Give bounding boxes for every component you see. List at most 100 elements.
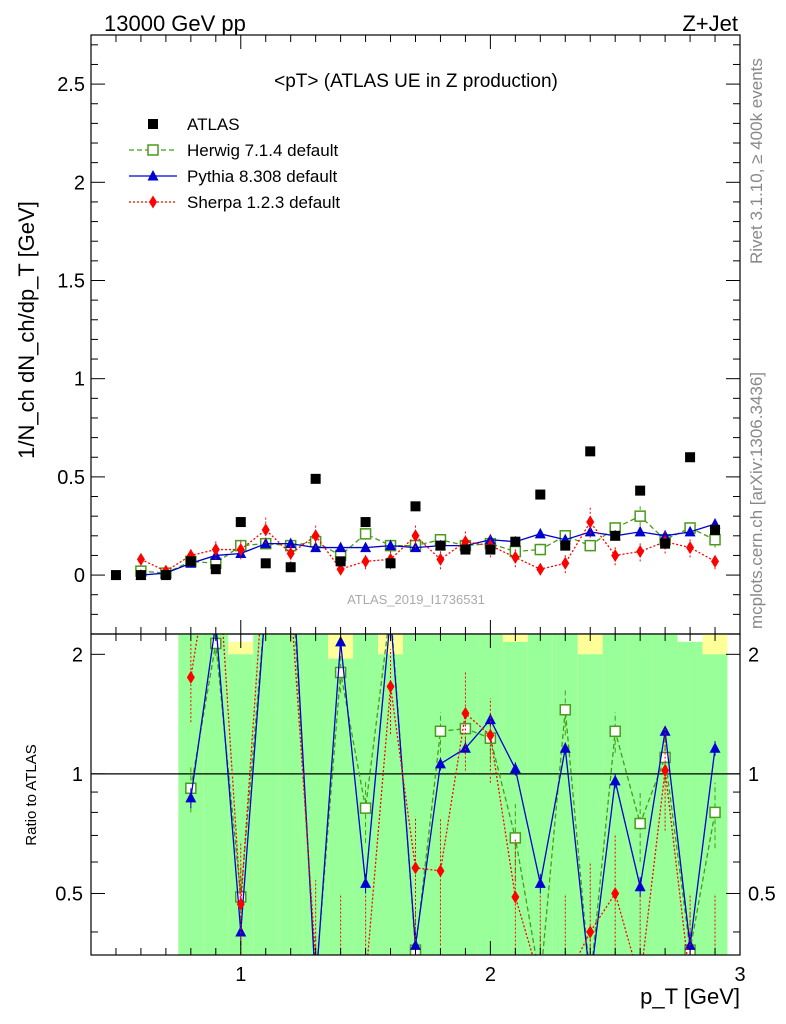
legend-label-atlas: ATLAS — [187, 115, 240, 134]
ratio-pythia-point — [609, 774, 621, 786]
ratio-herwig-point — [434, 725, 447, 738]
atlas-point — [685, 452, 696, 463]
ratio-sherpa-point — [436, 864, 445, 878]
ratio-sherpa-point — [362, 975, 370, 988]
x-tick-label: 3 — [734, 964, 745, 986]
ratio-series-pythia — [185, 610, 721, 992]
ratio-herwig-line — [190, 634, 716, 955]
ratio-pythia-point — [410, 939, 421, 950]
sherpa-point — [411, 529, 420, 543]
atlas-point — [210, 564, 221, 575]
legend-item-sherpa: Sherpa 1.2.3 default — [129, 193, 340, 212]
uncertainty-band-green — [328, 658, 354, 955]
legend-label-pythia: Pythia 8.308 default — [187, 167, 338, 186]
ratio-pythia-point — [509, 762, 521, 774]
main-y-tick-label: 0.5 — [57, 467, 85, 489]
ratio-y-tick-label-left: 0.5 — [55, 883, 83, 905]
main-panel: 0 0.5 1 1.5 2 2.5 — [57, 35, 740, 635]
sherpa-point — [361, 554, 370, 568]
legend-item-herwig: Herwig 7.1.4 default — [129, 141, 338, 160]
ratio-herwig-point — [609, 725, 621, 738]
uncertainty-band-green — [203, 634, 229, 955]
analysis-watermark: ATLAS_2019_I1736531 — [347, 592, 485, 607]
ratio-pythia-point — [210, 617, 221, 628]
ratio-sherpa-point — [586, 925, 595, 939]
sherpa-point — [311, 529, 320, 543]
ratio-pythia-point — [709, 742, 721, 753]
ratio-sherpa-point — [561, 975, 569, 988]
atlas-point — [385, 558, 396, 569]
mcplots-source-label: mcplots.cern.ch [arXiv:1306.3436] — [747, 372, 766, 629]
ratio-herwig-point — [509, 832, 522, 844]
main-y-tick-label: 2.5 — [57, 74, 85, 96]
uncertainty-band-green — [477, 634, 503, 955]
atlas-point — [435, 540, 446, 551]
header-left-label: 13000 GeV pp — [104, 11, 246, 36]
ratio-pythia-point — [459, 742, 471, 753]
sherpa-point — [136, 552, 145, 566]
ratio-sherpa-point — [212, 516, 220, 529]
ratio-sherpa-point — [611, 886, 620, 900]
uncertainty-band-green — [303, 634, 329, 955]
ratio-sherpa-line — [190, 634, 688, 955]
atlas-point — [660, 538, 671, 549]
legend-item-pythia: Pythia 8.308 default — [129, 167, 338, 186]
ratio-pythia-point — [235, 925, 247, 937]
atlas-point — [485, 544, 496, 555]
sherpa-point — [511, 550, 520, 564]
sherpa-point — [561, 556, 570, 570]
main-y-tick-label: 1 — [74, 369, 85, 391]
ratio-pythia-point — [360, 877, 372, 888]
pythia-point — [335, 541, 347, 553]
sherpa-point — [211, 543, 220, 557]
ratio-pythia-point — [534, 877, 546, 888]
atlas-point — [310, 473, 321, 484]
ratio-herwig-point — [559, 704, 572, 716]
main-y-axis-label: 1/N_ch dN_ch/dp_T [GeV] — [14, 201, 39, 459]
herwig-point — [709, 533, 721, 546]
sherpa-point — [711, 554, 720, 568]
main-y-tick-label: 0 — [74, 565, 85, 587]
herwig-point — [634, 510, 646, 522]
atlas-point — [460, 544, 471, 555]
x-tick-label: 2 — [485, 964, 496, 986]
ratio-pythia-point — [310, 981, 321, 992]
uncertainty-band-green — [452, 634, 478, 955]
ratio-sherpa-point — [511, 890, 520, 904]
ratio-herwig-point — [634, 817, 646, 830]
atlas-point — [135, 570, 146, 581]
sherpa-point — [586, 515, 595, 529]
ratio-y-tick-label-right: 1 — [748, 764, 759, 786]
pythia-point — [385, 539, 397, 551]
series-atlas — [110, 446, 721, 581]
ratio-pythia-point — [385, 610, 396, 621]
ratio-sherpa-point — [661, 763, 670, 777]
pythia-point — [659, 529, 671, 541]
pythia-point — [684, 525, 696, 537]
ratio-pythia-point — [185, 791, 197, 803]
atlas-point — [635, 485, 646, 496]
ratio-pythia-point — [585, 976, 596, 987]
ratio-herwig-point — [585, 977, 595, 987]
series-herwig — [135, 506, 721, 579]
legend-marker-sherpa — [149, 195, 157, 209]
sherpa-point — [636, 545, 645, 559]
ratio-sherpa-point — [337, 975, 345, 988]
series-pythia — [135, 518, 721, 580]
uncertainty-band-green — [403, 634, 428, 955]
herwig-point — [534, 543, 547, 556]
sherpa-point — [286, 546, 295, 560]
ratio-pythia-point — [634, 880, 646, 892]
main-y-tick-label: 2 — [74, 172, 85, 194]
atlas-point — [610, 530, 621, 541]
ratio-sherpa-point — [287, 593, 295, 606]
atlas-point — [410, 501, 421, 512]
ratio-herwig-point — [311, 977, 321, 987]
pythia-point — [484, 533, 496, 545]
series-sherpa — [136, 506, 720, 578]
main-y-tick-label: 1.5 — [57, 270, 85, 292]
sherpa-point — [436, 552, 445, 566]
atlas-point — [560, 540, 571, 551]
atlas-point — [585, 446, 596, 457]
ratio-pythia-point — [484, 713, 496, 725]
